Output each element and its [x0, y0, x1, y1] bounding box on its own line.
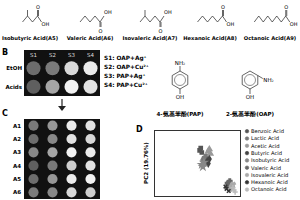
svg-text:S4: S4 [87, 52, 94, 58]
svg-text:A4: A4 [13, 163, 21, 169]
svg-text:A6: A6 [13, 189, 21, 195]
svg-text:Benzoic Acid: Benzoic Acid [251, 128, 284, 134]
svg-text:OH: OH [290, 21, 298, 27]
svg-text:OH: OH [176, 94, 184, 100]
svg-text:OH: OH [42, 21, 50, 27]
svg-text:D: D [136, 125, 143, 134]
svg-text:Lactic Acid: Lactic Acid [251, 135, 279, 141]
svg-text:OH: OH [104, 9, 112, 15]
svg-text:Isobutyric Acid: Isobutyric Acid [251, 157, 289, 164]
svg-text:O: O [36, 4, 40, 10]
svg-text:S3: S3 [68, 52, 75, 58]
svg-text:Octanoic Acid(A9): Octanoic Acid(A9) [244, 35, 296, 41]
svg-text:2-氨基苯酚(OAP): 2-氨基苯酚(OAP) [226, 110, 274, 117]
svg-text:O: O [221, 4, 225, 10]
svg-text:S3: PAP+Ag⁺: S3: PAP+Ag⁺ [104, 73, 146, 80]
svg-text:O: O [159, 28, 163, 34]
svg-text:4-氨基苯酚(PAP): 4-氨基苯酚(PAP) [157, 110, 204, 117]
svg-text:Isovaleric Acid: Isovaleric Acid [251, 172, 288, 178]
svg-text:EtOH: EtOH [6, 65, 22, 71]
svg-text:OH: OH [227, 21, 235, 27]
svg-text:A2: A2 [13, 136, 21, 142]
svg-text:O: O [284, 4, 288, 10]
svg-text:A1: A1 [13, 123, 21, 129]
svg-text:O: O [99, 28, 103, 34]
svg-text:S1: S1 [30, 52, 37, 58]
svg-text:Acids: Acids [5, 84, 22, 90]
svg-text:Octanoic Acid: Octanoic Acid [251, 186, 287, 192]
svg-text:Hexanoic Acid: Hexanoic Acid [251, 179, 288, 185]
svg-text:S1: OAP+Ag⁺: S1: OAP+Ag⁺ [104, 55, 147, 62]
svg-text:S4: PAP+Cu²⁺: S4: PAP+Cu²⁺ [104, 82, 148, 88]
svg-text:C: C [2, 109, 8, 118]
svg-text:NH₂: NH₂ [263, 77, 273, 83]
svg-text:B: B [2, 48, 8, 57]
svg-text:OH: OH [246, 94, 254, 100]
svg-text:S2: S2 [49, 52, 56, 58]
svg-text:S2: OAP+Cu²⁺: S2: OAP+Cu²⁺ [104, 64, 149, 70]
svg-text:Isobutyric Acid(A5): Isobutyric Acid(A5) [2, 35, 58, 42]
svg-text:Hexanoic Acid(A8): Hexanoic Acid(A8) [183, 35, 237, 41]
svg-text:A5: A5 [13, 176, 21, 182]
svg-text:PC2 (19.76%): PC2 (19.76%) [143, 142, 149, 184]
svg-text:Isovaleric Acid(A7): Isovaleric Acid(A7) [123, 35, 178, 41]
svg-text:NH₂: NH₂ [175, 60, 185, 66]
svg-text:Butyric Acid: Butyric Acid [251, 150, 282, 157]
svg-text:OH: OH [164, 9, 172, 15]
svg-text:Valeric Acid: Valeric Acid [251, 165, 281, 171]
svg-text:Valeric Acid(A6): Valeric Acid(A6) [67, 35, 114, 41]
svg-text:A3: A3 [13, 149, 21, 155]
svg-text:Acetic Acid: Acetic Acid [251, 143, 280, 149]
